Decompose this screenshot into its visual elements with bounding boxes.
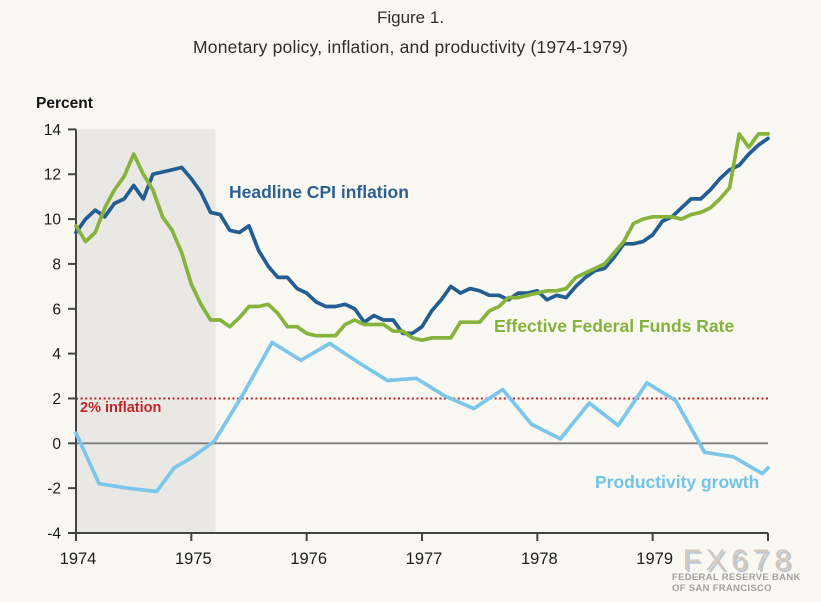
y-tick-label: -2	[47, 481, 61, 498]
y-tick-label: 12	[44, 167, 61, 184]
y-tick-label: 4	[52, 346, 61, 363]
productivity-line-label: Productivity growth	[595, 472, 760, 492]
y-axis-title: Percent	[36, 95, 93, 112]
inflation-target-label: 2% inflation	[80, 400, 162, 416]
productivity-line	[74, 340, 770, 494]
figure-number: Figure 1.	[376, 8, 445, 27]
x-tick-label: 1979	[636, 550, 673, 568]
y-tick-label: 10	[44, 212, 62, 229]
ffr-line-label: Effective Federal Funds Rate	[494, 316, 735, 336]
y-tick-label: 6	[52, 301, 61, 318]
watermark-bank-line2: OF SAN FRANCISCO	[672, 583, 772, 594]
y-tick-label: -4	[47, 526, 61, 543]
cpi-line	[74, 136, 770, 336]
figure-title: Monetary policy, inflation, and producti…	[193, 37, 628, 57]
x-tick-label: 1975	[175, 550, 212, 568]
y-tick-label: 0	[52, 436, 61, 453]
x-tick-label: 1976	[290, 550, 327, 568]
y-tick-label: 14	[44, 122, 62, 139]
y-tick-label: 8	[52, 256, 61, 273]
cpi-line-label: Headline CPI inflation	[229, 182, 409, 202]
watermark-logo: FX678	[682, 544, 796, 577]
y-tick-label: 2	[52, 391, 61, 408]
x-tick-label: 1974	[60, 550, 97, 568]
x-tick-label: 1978	[521, 550, 558, 568]
watermark-bank-line1: FEDERAL RESERVE BANK	[672, 572, 801, 583]
x-tick-label: 1977	[406, 550, 443, 568]
ffr-line	[74, 132, 770, 343]
